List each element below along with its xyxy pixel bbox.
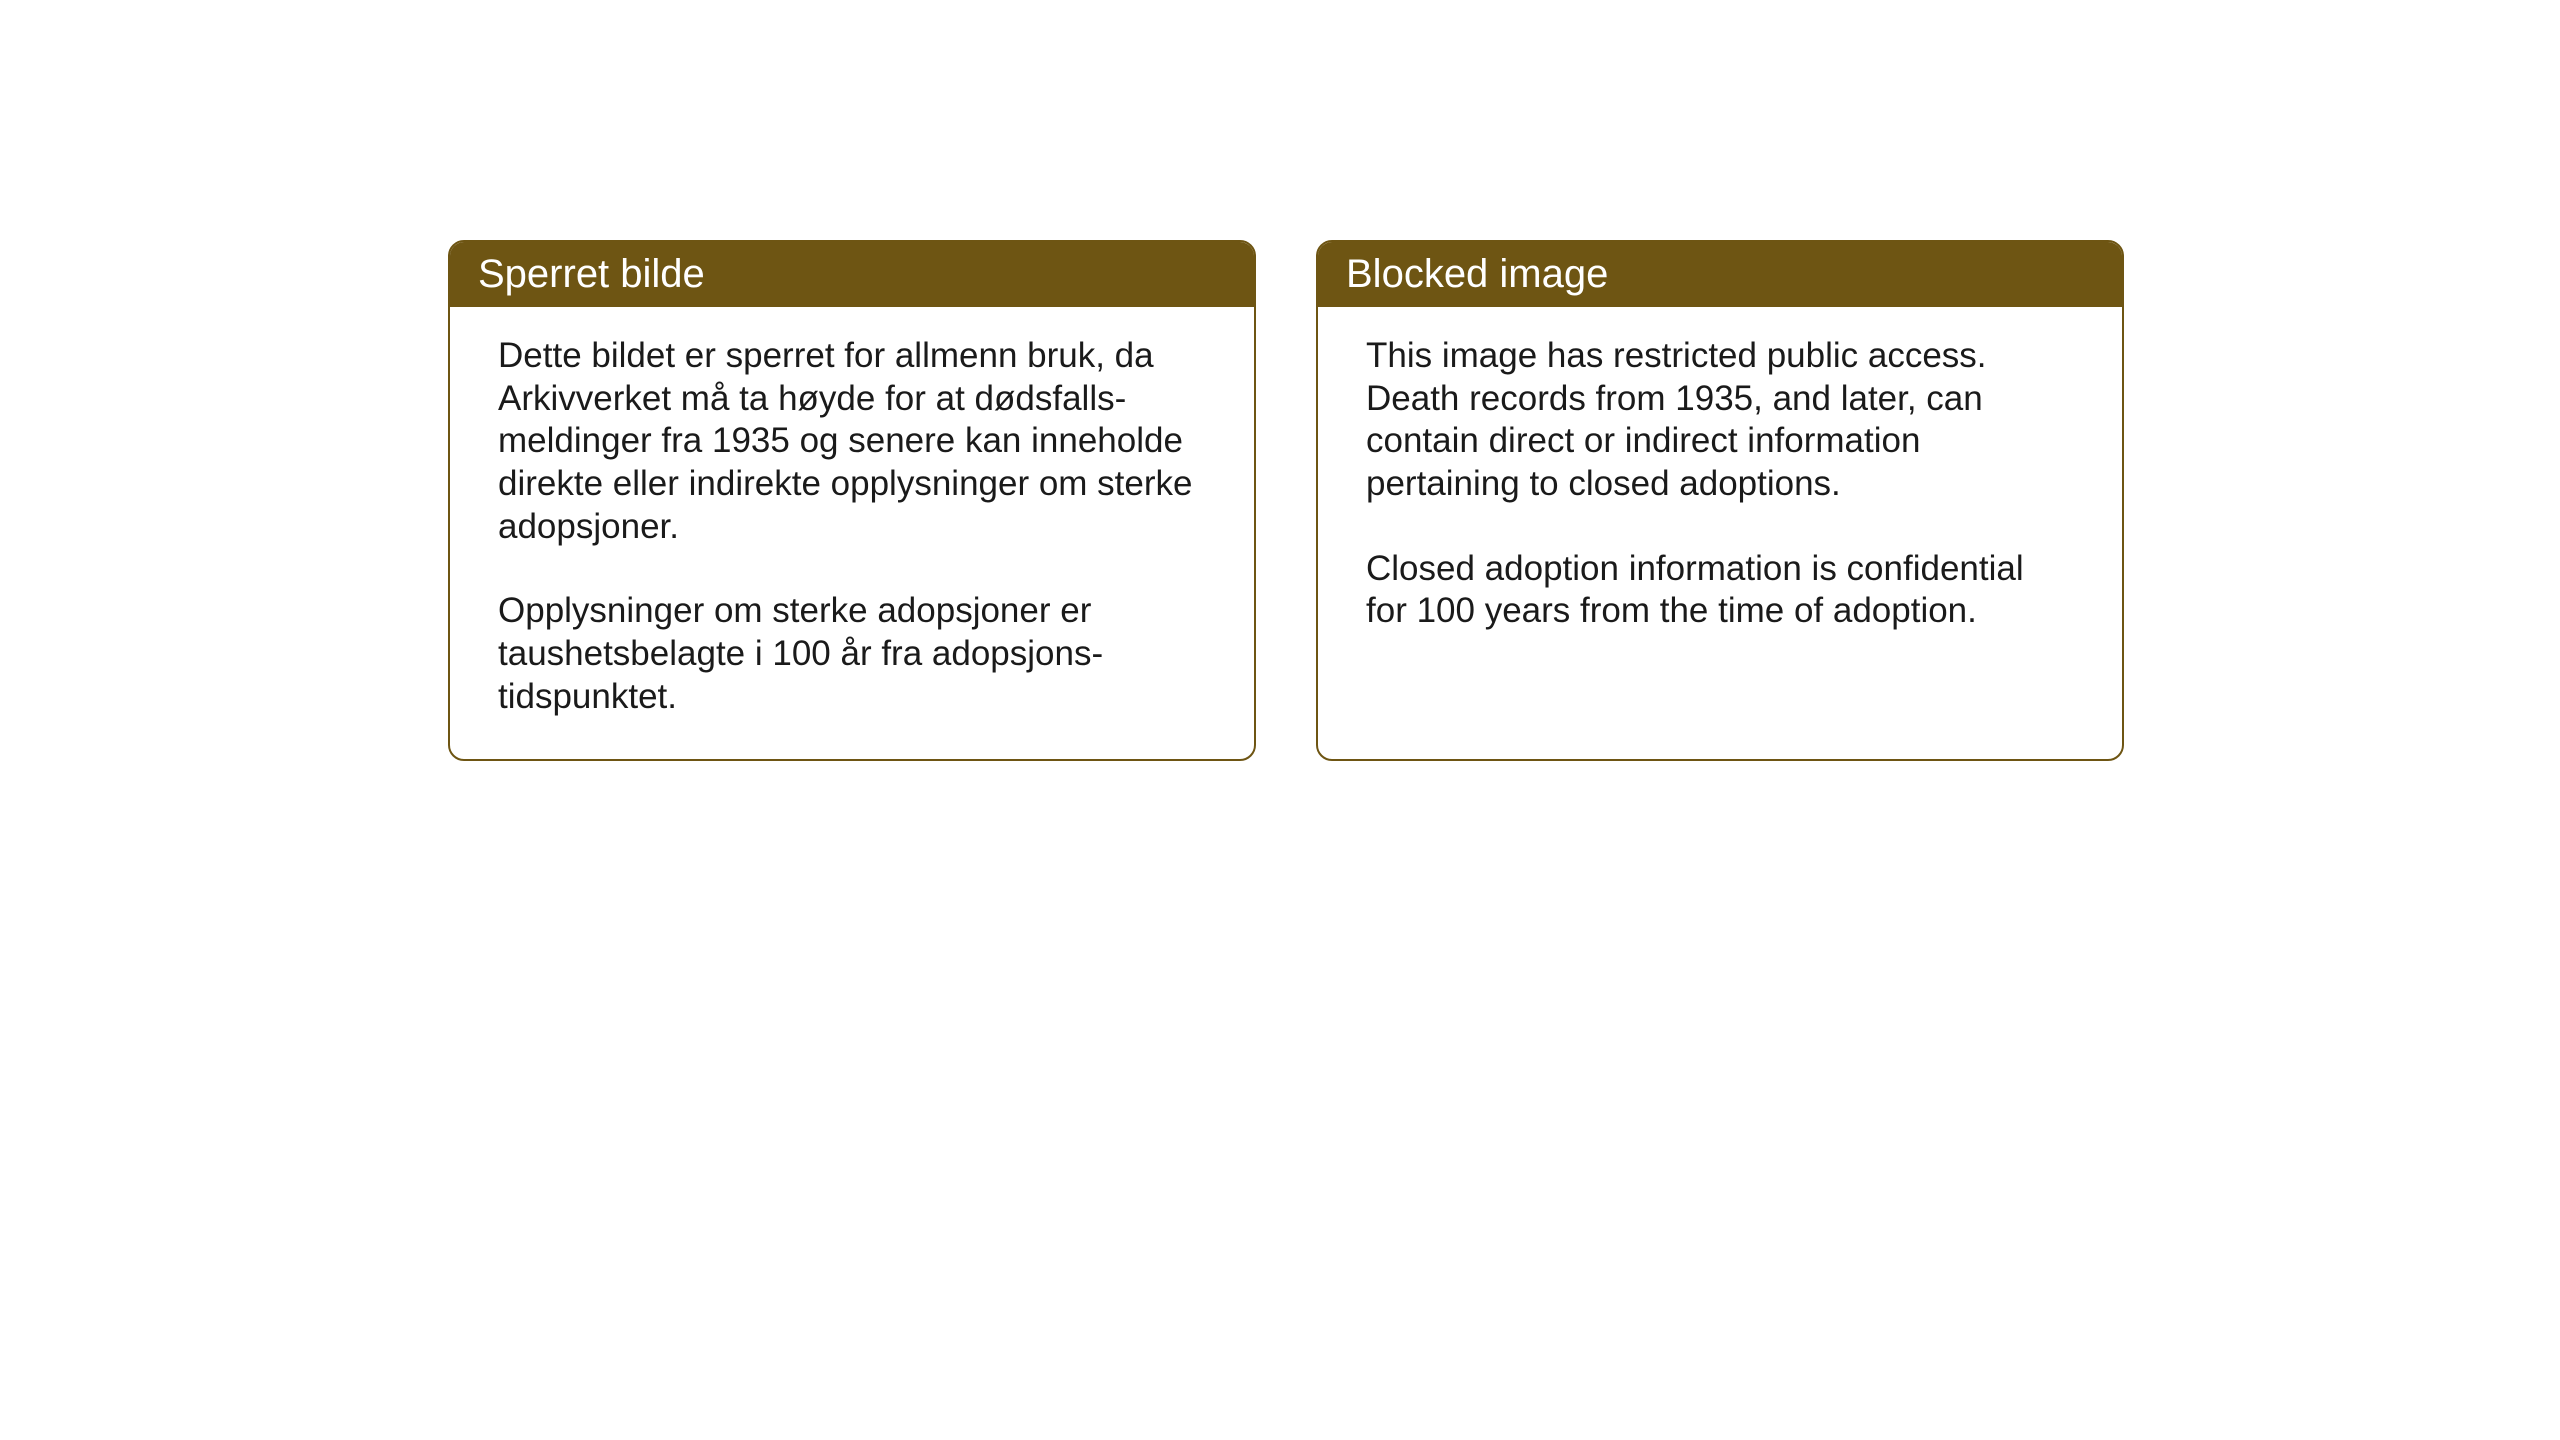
notice-title-english: Blocked image [1346,252,1608,296]
notice-box-norwegian: Sperret bilde Dette bildet er sperret fo… [448,240,1256,761]
notice-title-norwegian: Sperret bilde [478,252,705,296]
notice-body-norwegian: Dette bildet er sperret for allmenn bruk… [450,307,1254,759]
notice-paragraph-norwegian-1: Dette bildet er sperret for allmenn bruk… [498,335,1206,548]
notice-header-english: Blocked image [1318,242,2122,307]
notice-paragraph-english-1: This image has restricted public access.… [1366,335,2074,506]
notice-paragraph-english-2: Closed adoption information is confident… [1366,548,2074,633]
notice-paragraph-norwegian-2: Opplysninger om sterke adopsjoner er tau… [498,590,1206,718]
notice-box-english: Blocked image This image has restricted … [1316,240,2124,761]
notice-header-norwegian: Sperret bilde [450,242,1254,307]
notice-container: Sperret bilde Dette bildet er sperret fo… [448,240,2124,761]
notice-body-english: This image has restricted public access.… [1318,307,2122,747]
